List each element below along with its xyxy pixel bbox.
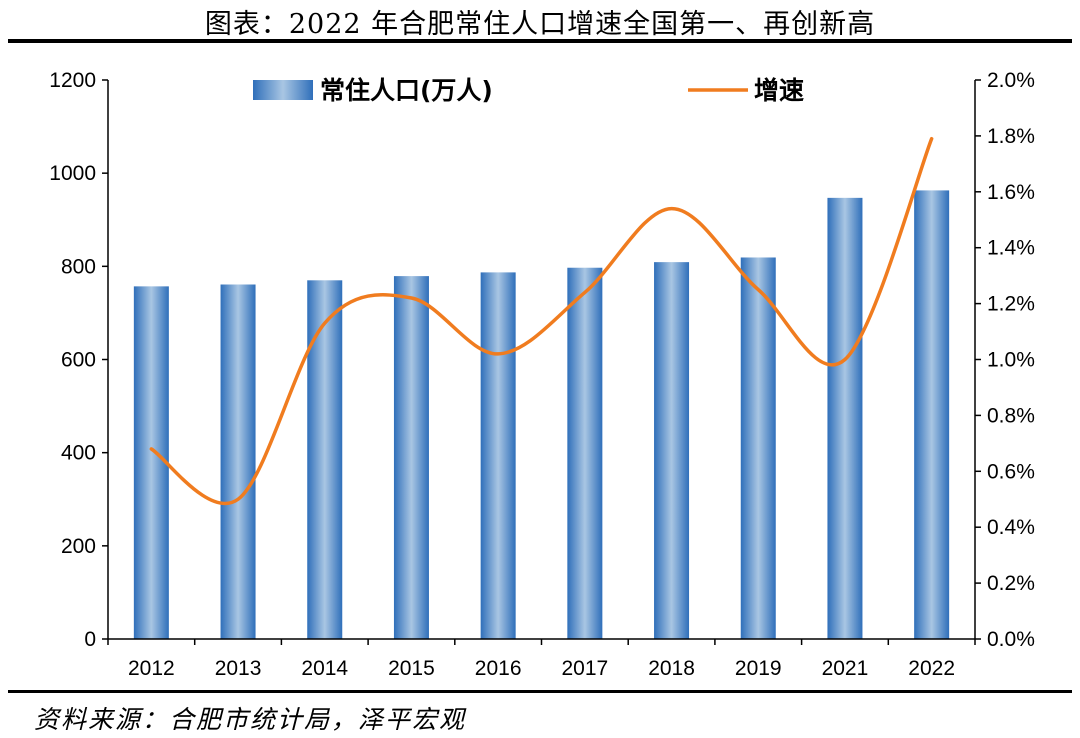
- right-tick-label: 1.0%: [987, 349, 1035, 372]
- right-tick-label: 0.4%: [987, 516, 1035, 539]
- x-tick-label-2015: 2015: [388, 657, 435, 680]
- legend-bar-swatch: [253, 80, 313, 100]
- right-tick-label: 0.6%: [987, 460, 1035, 483]
- x-tick-label-2022: 2022: [908, 657, 955, 680]
- right-tick-label: 0.0%: [987, 628, 1035, 651]
- left-tick-label: 800: [61, 255, 96, 278]
- bar-2014: [307, 280, 343, 639]
- right-tick-label: 1.6%: [987, 181, 1035, 204]
- left-tick-label: 200: [61, 535, 96, 558]
- bar-2016: [480, 272, 516, 639]
- legend-population-label: 常住人口(万人): [320, 76, 493, 105]
- bar-2022: [914, 190, 950, 639]
- x-tick-label-2016: 2016: [475, 657, 522, 680]
- x-tick-label-2019: 2019: [735, 657, 782, 680]
- chart: 0 200 400 600 800 1000 1200 0.0% 0.2% 0.4% 0.6% 0.8…: [49, 69, 1035, 680]
- left-tick-label: 400: [61, 442, 96, 465]
- right-tick-label: 1.2%: [987, 293, 1035, 316]
- bottom-rule: [8, 690, 1072, 693]
- legend: 常住人口(万人) 增速: [253, 76, 804, 105]
- growth-rate-line: [149, 136, 934, 506]
- x-tick-label-2017: 2017: [561, 657, 608, 680]
- chart-title: 图表：2022 年合肥常住人口增速全国第一、再创新高: [204, 9, 876, 40]
- left-tick-label: 600: [61, 349, 96, 372]
- left-tick-label: 1200: [49, 69, 96, 92]
- legend-growth-label: 增速: [754, 76, 804, 105]
- x-tick-label-2012: 2012: [128, 657, 175, 680]
- x-tick-label-2014: 2014: [301, 657, 348, 680]
- left-tick-label: 1000: [49, 162, 96, 185]
- bar-2021: [827, 197, 863, 639]
- right-tick-label: 1.8%: [987, 125, 1035, 148]
- axes: 0 200 400 600 800 1000 1200 0.0% 0.2% 0.4% 0.6% 0.8…: [49, 69, 1035, 680]
- x-tick-label-2021: 2021: [822, 657, 869, 680]
- source-note: 资料来源：合肥市统计局，泽平宏观: [34, 705, 467, 734]
- bar-2019: [740, 257, 776, 639]
- bar-2018: [654, 262, 690, 639]
- right-tick-label: 0.8%: [987, 404, 1035, 427]
- x-tick-label-2018: 2018: [648, 657, 695, 680]
- x-tick-label-2013: 2013: [215, 657, 262, 680]
- bar-2012: [133, 286, 169, 639]
- bar-2015: [393, 276, 429, 639]
- bar-2013: [220, 284, 256, 639]
- left-tick-label: 0: [84, 628, 96, 651]
- right-tick-label: 0.2%: [987, 572, 1035, 595]
- right-tick-label: 1.4%: [987, 237, 1035, 260]
- bar-series: [133, 190, 950, 639]
- right-tick-label: 2.0%: [987, 69, 1035, 92]
- bar-2017: [567, 267, 603, 639]
- top-rule: [8, 39, 1072, 43]
